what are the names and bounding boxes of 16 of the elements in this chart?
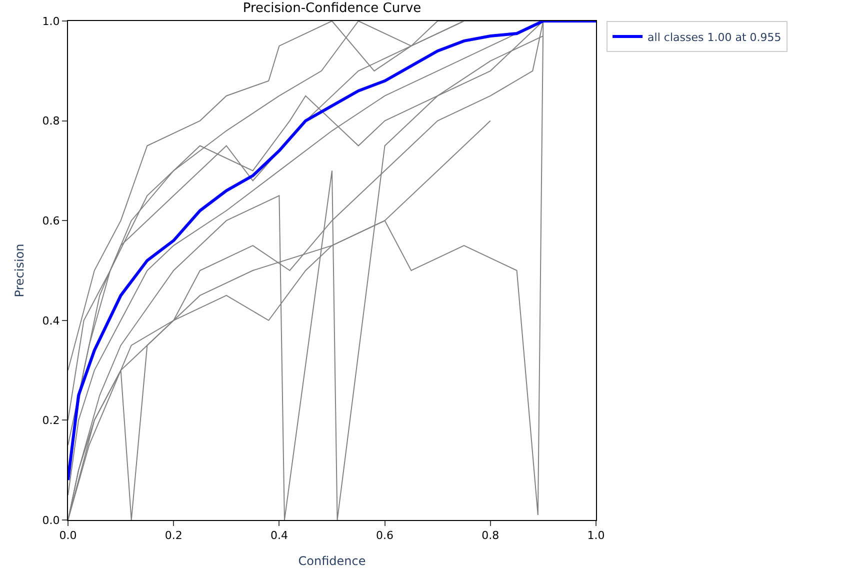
x-tick-label: 0.8: [482, 529, 500, 542]
y-tick-label: 0.8: [42, 114, 60, 128]
y-tick-label: 0.2: [42, 414, 60, 428]
x-tick-label: 0.0: [59, 529, 77, 542]
x-axis-title: Confidence: [298, 554, 366, 568]
legend-label: all classes 1.00 at 0.955: [648, 30, 782, 44]
y-axis-title: Precision: [12, 244, 27, 298]
x-tick-label: 1.0: [587, 529, 605, 542]
y-tick-label: 1.0: [42, 14, 60, 28]
x-tick-label: 0.2: [164, 529, 182, 542]
y-tick-label: 0.0: [42, 514, 60, 527]
y-tick-label: 0.6: [42, 214, 60, 228]
chart-title: Precision-Confidence Curve: [242, 0, 422, 16]
y-tick-label: 0.4: [42, 314, 60, 328]
x-tick-label: 0.6: [376, 529, 394, 542]
x-tick-label: 0.4: [270, 529, 288, 542]
